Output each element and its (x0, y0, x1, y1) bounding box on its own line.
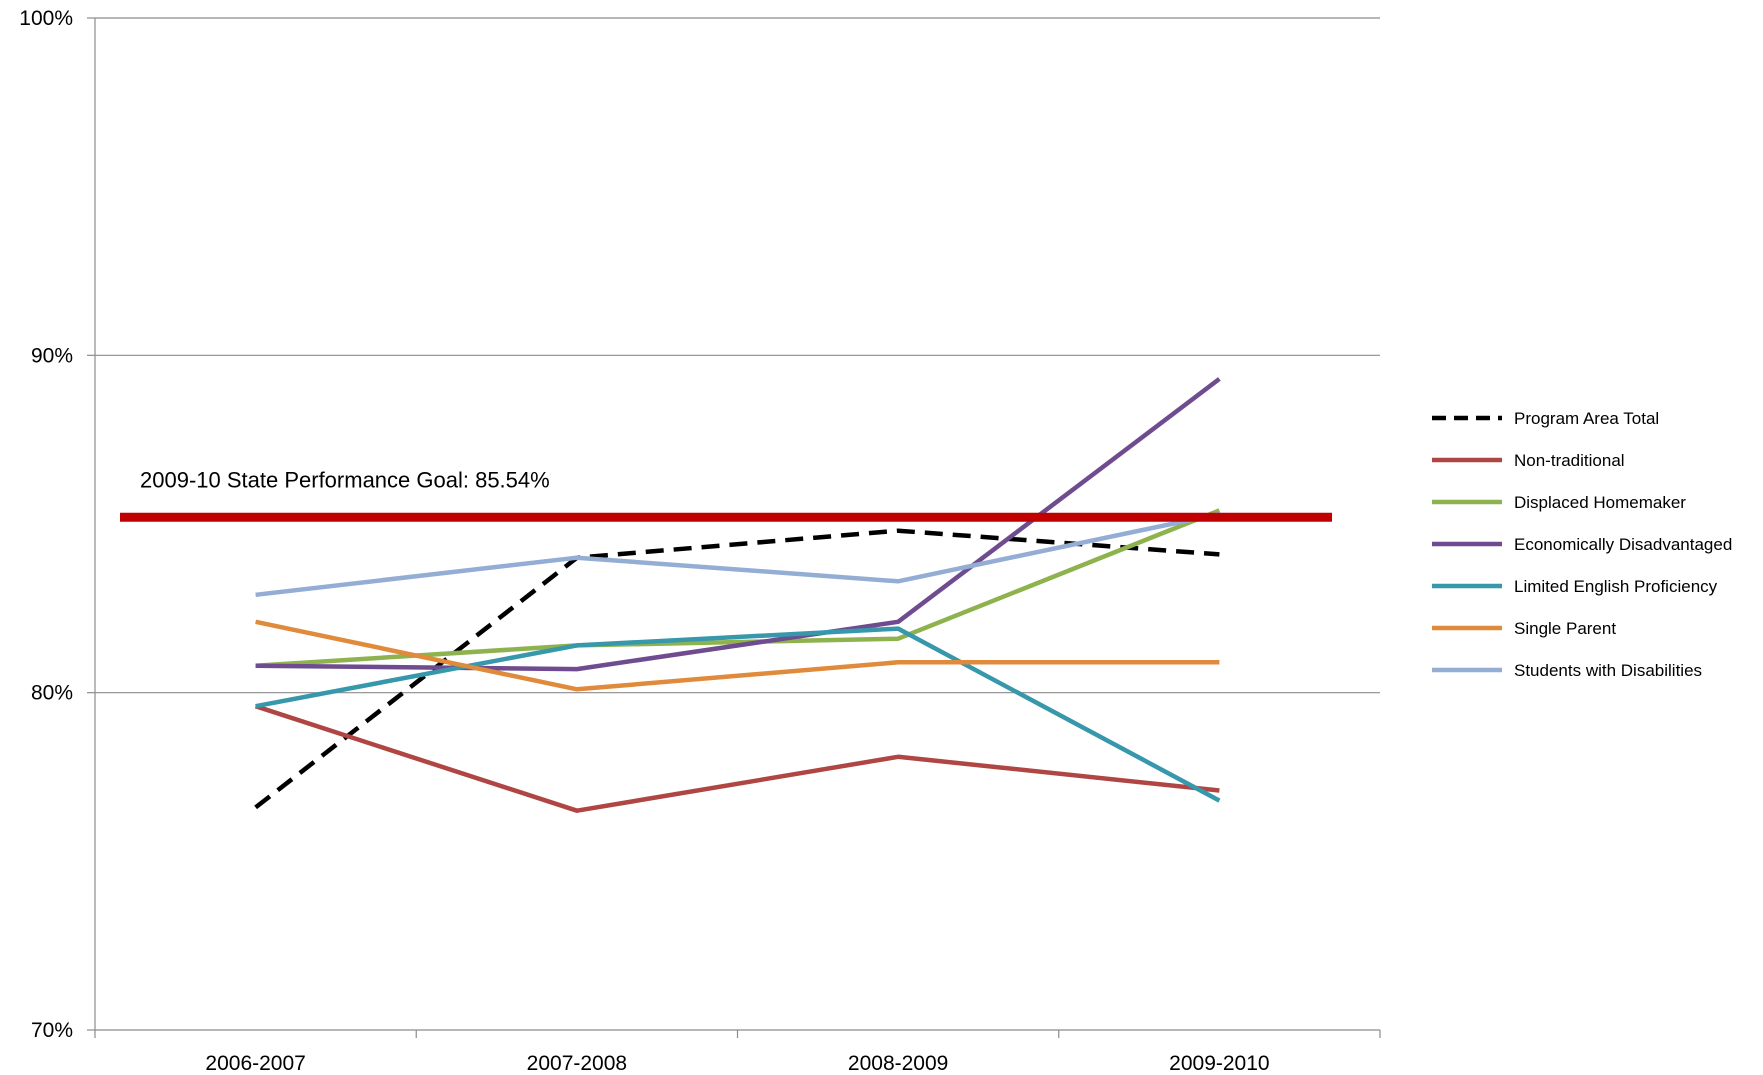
series-line-economically-disadvantaged (255, 377, 1221, 672)
legend-label: Students with Disabilities (1514, 661, 1702, 680)
y-tick-label: 90% (31, 344, 73, 367)
series-line-limited-english-proficiency (255, 626, 1221, 803)
goal-line-group: 2009-10 State Performance Goal: 85.54% (120, 467, 1332, 522)
legend-label: Single Parent (1514, 619, 1616, 638)
gridlines (95, 17, 1380, 694)
x-axis-ticks: 2006-2007 2007-2008 2008-2009 2009-2010 (94, 1030, 1381, 1075)
legend-label: Economically Disadvantaged (1514, 535, 1732, 554)
y-axis-ticks: 70% 80% 90% 100% (19, 7, 95, 1042)
y-tick-label: 70% (31, 1019, 73, 1042)
series-line-program-area-total (254, 528, 1220, 810)
legend-label: Non-traditional (1514, 451, 1625, 470)
legend-label: Program Area Total (1514, 409, 1659, 428)
y-tick-label: 100% (19, 7, 73, 30)
x-tick-label: 2006-2007 (205, 1052, 305, 1075)
goal-label: 2009-10 State Performance Goal: 85.54% (140, 467, 550, 492)
x-tick-label: 2009-2010 (1169, 1052, 1269, 1075)
series-line-students-with-disabilities (255, 511, 1220, 598)
legend-label: Displaced Homemaker (1514, 493, 1686, 512)
x-tick-label: 2008-2009 (848, 1052, 948, 1075)
series-line-non-traditional (254, 704, 1220, 813)
series-line-single-parent (255, 619, 1220, 692)
y-tick-label: 80% (31, 682, 73, 705)
x-tick-label: 2007-2008 (527, 1052, 627, 1075)
legend-label: Limited English Proficiency (1514, 577, 1718, 596)
series-line-displaced-homemaker (255, 508, 1221, 668)
series-lines (254, 377, 1221, 813)
legend: Program Area Total Non-traditional Displac… (1432, 409, 1732, 680)
